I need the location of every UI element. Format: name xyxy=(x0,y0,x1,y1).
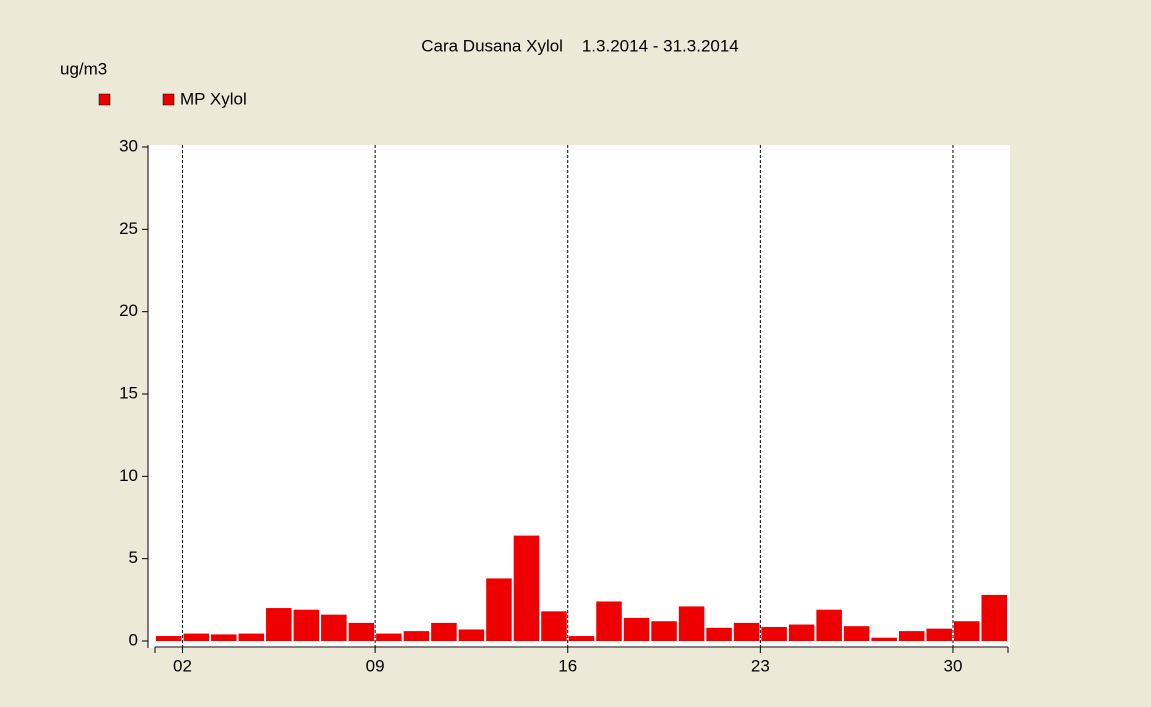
bar xyxy=(348,622,375,641)
bar xyxy=(981,594,1007,641)
bar xyxy=(541,611,567,641)
legend-label: MP Xylol xyxy=(180,89,247,108)
bar xyxy=(898,631,925,641)
bar xyxy=(843,626,870,641)
y-tick-label: 5 xyxy=(129,548,138,567)
plot-area xyxy=(148,145,1010,648)
bar xyxy=(706,627,732,641)
bar xyxy=(431,622,457,641)
bar xyxy=(761,627,787,641)
bar xyxy=(321,614,347,641)
y-axis-label: ug/m3 xyxy=(60,59,107,78)
bar xyxy=(871,637,897,641)
bar xyxy=(458,629,485,641)
bar xyxy=(568,636,595,641)
bar xyxy=(926,628,952,641)
bar xyxy=(651,621,677,641)
bar xyxy=(678,606,705,641)
bar xyxy=(623,617,650,641)
bar xyxy=(266,608,292,641)
y-tick-label: 10 xyxy=(119,466,138,485)
x-tick-label: 09 xyxy=(366,656,385,675)
y-tick-label: 0 xyxy=(129,630,138,649)
legend-swatch xyxy=(98,93,111,106)
bar xyxy=(211,634,237,641)
bar xyxy=(376,633,402,641)
y-tick-label: 30 xyxy=(119,136,138,155)
chart-title: Cara Dusana Xylol 1.3.2014 - 31.3.2014 xyxy=(421,36,739,55)
y-tick-label: 25 xyxy=(119,219,138,238)
y-tick-label: 15 xyxy=(119,383,138,402)
x-tick-label: 02 xyxy=(173,656,192,675)
bar xyxy=(156,636,182,641)
x-tick-label: 30 xyxy=(944,656,963,675)
legend-swatch xyxy=(162,93,175,106)
x-tick-label: 23 xyxy=(751,656,770,675)
y-tick-label: 20 xyxy=(119,301,138,320)
bar xyxy=(733,622,760,641)
bar xyxy=(596,601,622,641)
x-tick-label: 16 xyxy=(558,656,577,675)
bar xyxy=(293,609,320,641)
bar xyxy=(513,535,540,641)
bar xyxy=(403,631,430,641)
bar xyxy=(486,578,512,641)
bar xyxy=(788,624,815,641)
bar xyxy=(953,621,980,641)
bar xyxy=(238,633,265,641)
bar xyxy=(183,633,210,641)
bar xyxy=(816,609,842,641)
